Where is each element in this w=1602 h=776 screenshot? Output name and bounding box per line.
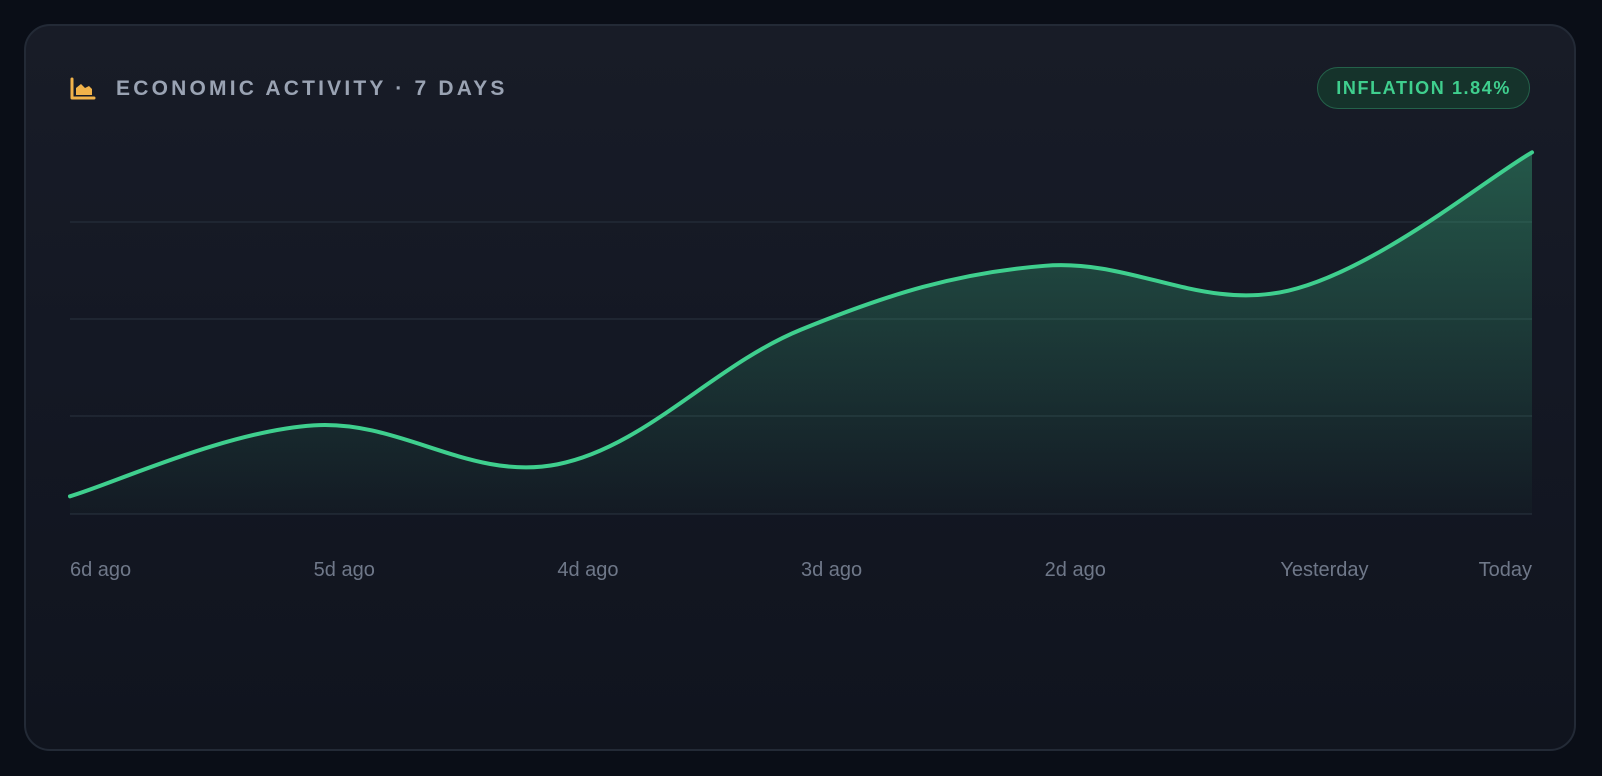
- series-line: [68, 150, 1534, 499]
- area-chart-icon: [70, 77, 96, 100]
- x-tick-label: 6d ago: [70, 559, 131, 581]
- chart-title: ECONOMIC ACTIVITY · 7 DAYS: [116, 77, 508, 100]
- x-tick-label: 2d ago: [1045, 559, 1106, 581]
- x-tick-label: Today: [1479, 559, 1532, 581]
- series-area-fill: [70, 152, 1532, 514]
- x-tick-label: 4d ago: [557, 559, 618, 581]
- inflation-badge: INFLATION 1.84%: [1317, 67, 1530, 109]
- x-tick-label: 5d ago: [314, 559, 375, 581]
- x-tick-label: Yesterday: [1280, 559, 1368, 581]
- x-tick-label: 3d ago: [801, 559, 862, 581]
- card-header: ECONOMIC ACTIVITY · 7 DAYS: [70, 74, 508, 104]
